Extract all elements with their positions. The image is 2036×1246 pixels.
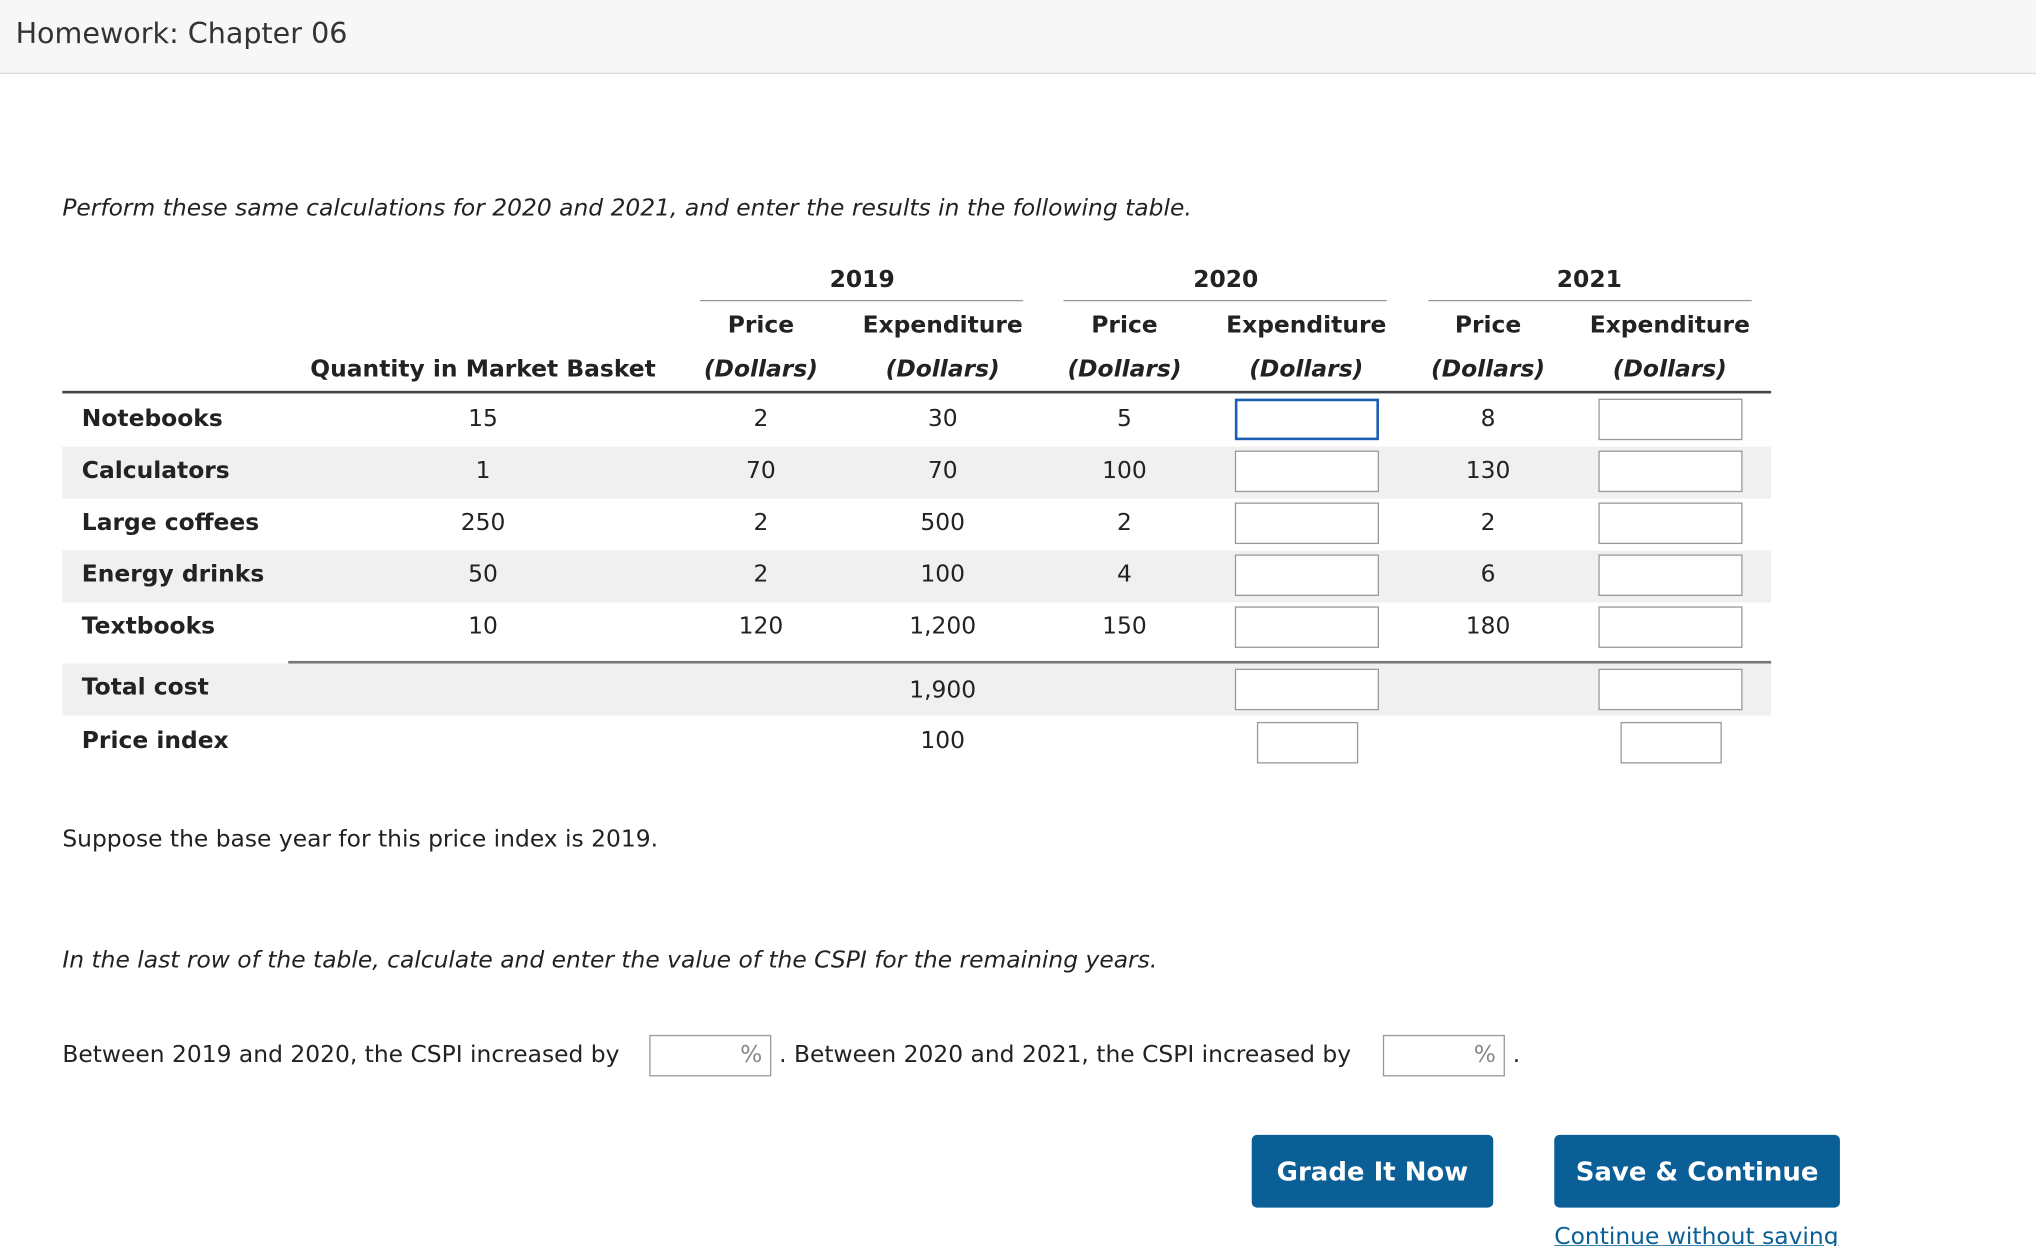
cell: 2 <box>753 509 769 537</box>
expenditure-input[interactable] <box>1598 398 1743 441</box>
cell: 150 <box>1102 612 1147 641</box>
cell: 2 <box>1117 509 1132 537</box>
percent-input[interactable] <box>1382 1034 1505 1077</box>
index-input[interactable] <box>1620 721 1722 764</box>
column-header: Price <box>1454 311 1522 339</box>
cell: 10 <box>468 612 498 641</box>
cell: 1 <box>475 457 491 485</box>
cell: 50 <box>468 560 498 589</box>
header-title: Homework: Chapter 06 <box>15 18 348 51</box>
expenditure-input[interactable] <box>1234 554 1379 596</box>
cell: 100 <box>920 560 965 589</box>
row-shade <box>62 663 1772 716</box>
row-label: Notebooks <box>81 405 223 433</box>
expenditure-input[interactable] <box>1598 606 1743 648</box>
cell: 30 <box>927 405 958 433</box>
cell: 8 <box>1480 405 1496 433</box>
row-label: Price index <box>81 727 229 755</box>
cell: 1,200 <box>909 612 977 641</box>
expenditure-input[interactable] <box>1598 450 1743 493</box>
question-text: . Between 2020 and 2021, the CSPI increa… <box>779 1041 1352 1069</box>
row-label: Total cost <box>81 673 209 702</box>
column-header: Quantity in Market Basket <box>310 355 656 384</box>
column-header: (Dollars) <box>885 355 1000 384</box>
percent-unit: % <box>1473 1041 1496 1069</box>
column-header: Expenditure <box>862 311 1023 339</box>
total-input[interactable] <box>1598 668 1743 711</box>
table: 2019 2020 2021 Price Expenditure Price Expendi… <box>62 266 1772 764</box>
skip-link[interactable]: Continue without saving <box>1554 1223 1839 1246</box>
cell: 180 <box>1465 612 1511 641</box>
column-header: (Dollars) <box>703 355 818 384</box>
cell: 120 <box>738 612 784 641</box>
header-rule <box>62 390 1772 394</box>
cell: 500 <box>920 509 965 537</box>
column-header: (Dollars) <box>1431 355 1546 384</box>
index-input[interactable] <box>1256 721 1359 764</box>
header-bar <box>0 0 2036 75</box>
row-label: Calculators <box>81 457 230 485</box>
cell: 15 <box>468 405 498 433</box>
expenditure-input[interactable] <box>1598 554 1743 596</box>
question-text: . <box>1512 1041 1521 1069</box>
year-header: 2020 <box>1193 266 1259 294</box>
cspi-instruction: In the last row of the table, calculate … <box>62 946 1158 974</box>
cell: 1,900 <box>909 676 977 704</box>
cell: 2 <box>1480 509 1496 537</box>
header-rule <box>1063 299 1387 302</box>
instructions: Perform these same calculations for 2020… <box>62 194 1192 223</box>
cell: 70 <box>927 457 958 485</box>
column-header: (Dollars) <box>1612 355 1727 384</box>
header-rule <box>699 299 1024 302</box>
cell: 6 <box>1480 560 1496 589</box>
cell: 2 <box>753 405 769 433</box>
base-year-note: Suppose the base year for this price ind… <box>62 825 659 854</box>
row-label: Energy drinks <box>81 560 265 589</box>
cell: 100 <box>920 727 965 755</box>
row-shade <box>62 446 1772 499</box>
cell: 100 <box>1102 457 1147 485</box>
question-text: Between 2019 and 2020, the CSPI increase… <box>62 1041 620 1069</box>
expenditure-input[interactable] <box>1234 398 1379 441</box>
row-label: Textbooks <box>81 612 216 641</box>
total-input[interactable] <box>1234 668 1379 711</box>
column-header: Expenditure <box>1226 311 1387 339</box>
cell: 70 <box>746 457 776 485</box>
cell: 4 <box>1117 560 1132 589</box>
row-label: Large coffees <box>81 509 260 537</box>
total-rule <box>288 660 1772 664</box>
save-button[interactable]: Save & Continue <box>1554 1134 1840 1208</box>
column-header: Price <box>727 311 795 339</box>
year-header: 2021 <box>1556 266 1622 294</box>
expenditure-input[interactable] <box>1234 606 1379 648</box>
column-header: (Dollars) <box>1249 355 1364 384</box>
row-shade <box>62 550 1772 603</box>
column-header: Price <box>1091 311 1158 339</box>
cell: 5 <box>1117 405 1132 433</box>
header-rule <box>1428 299 1752 302</box>
expenditure-input[interactable] <box>1598 502 1743 545</box>
cell: 130 <box>1465 457 1511 485</box>
expenditure-input[interactable] <box>1234 450 1379 493</box>
percent-unit: % <box>740 1041 763 1069</box>
column-header: Expenditure <box>1589 311 1750 339</box>
year-header: 2019 <box>829 266 895 294</box>
grade-button[interactable]: Grade It Now <box>1251 1134 1494 1208</box>
cell: 2 <box>753 560 769 589</box>
column-header: (Dollars) <box>1067 355 1182 384</box>
expenditure-input[interactable] <box>1234 502 1379 545</box>
percent-input[interactable] <box>649 1034 772 1077</box>
cell: 250 <box>460 509 506 537</box>
